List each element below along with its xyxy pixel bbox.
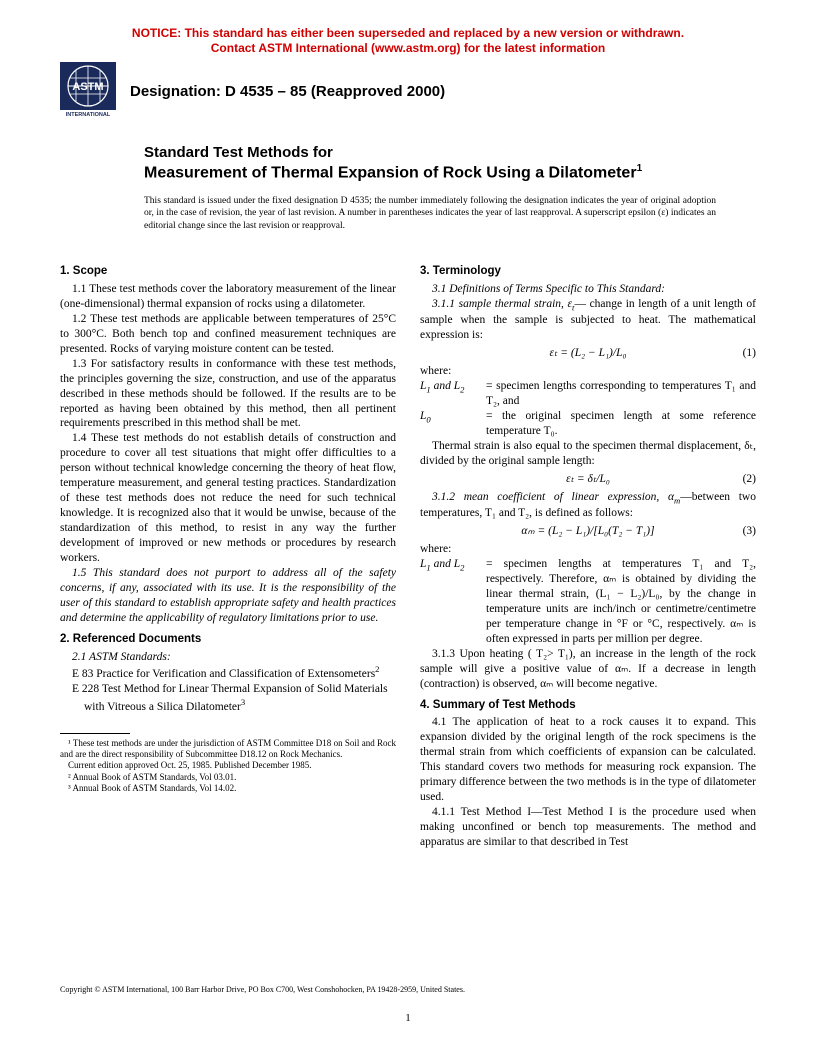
term-alpha: 3.1.2 mean coefficient of linear express… bbox=[432, 491, 674, 503]
ref-e83-sup: 2 bbox=[375, 664, 379, 674]
para-1-4: 1.4 These test methods do not establish … bbox=[60, 431, 396, 565]
eq3-num: (3) bbox=[743, 524, 756, 539]
section-2-head: 2. Referenced Documents bbox=[60, 632, 396, 647]
para-4-1-1-text: 4.1.1 Test Method I—Test Method I is the… bbox=[420, 806, 756, 848]
header-row: ASTM INTERNATIONAL Designation: D 4535 –… bbox=[60, 62, 756, 118]
astm-standards-label: 2.1 ASTM Standards: bbox=[72, 651, 171, 663]
where3-label: L1 and L2 bbox=[420, 557, 478, 647]
defs-heading: 3.1 Definitions of Terms Specific to Thi… bbox=[432, 283, 665, 295]
where3-def: = specimen lengths at temperatures T₁ an… bbox=[486, 557, 756, 647]
right-column: 3. Terminology 3.1 Definitions of Terms … bbox=[420, 258, 756, 850]
eq1-body: εₜ = (L₂ − L₁)/L₀ bbox=[550, 347, 627, 359]
footnote-rule bbox=[60, 733, 130, 734]
para-2-1: 2.1 ASTM Standards: bbox=[60, 650, 396, 665]
svg-text:ASTM: ASTM bbox=[72, 81, 103, 93]
where-row-3: L1 and L2 = specimen lengths at temperat… bbox=[420, 557, 756, 647]
where1-label: L1 and L2 bbox=[420, 379, 478, 409]
para-3-1-3: 3.1.3 Upon heating ( T₂> T₁), an increas… bbox=[420, 647, 756, 692]
title-line1: Standard Test Methods for bbox=[144, 144, 716, 163]
section-1-head: 1. Scope bbox=[60, 264, 396, 279]
para-3-1-1c: Thermal strain is also equal to the spec… bbox=[420, 439, 756, 469]
para-3-1: 3.1 Definitions of Terms Specific to Thi… bbox=[420, 282, 756, 297]
copyright-line: Copyright © ASTM International, 100 Barr… bbox=[60, 985, 465, 994]
para-3-1-2: 3.1.2 mean coefficient of linear express… bbox=[420, 490, 756, 521]
footnote-1b: Current edition approved Oct. 25, 1985. … bbox=[60, 760, 396, 771]
left-column: 1. Scope 1.1 These test methods cover th… bbox=[60, 258, 396, 850]
notice-line1: NOTICE: This standard has either been su… bbox=[60, 26, 756, 41]
term-strain: 3.1.1 sample thermal strain, ε bbox=[432, 298, 572, 310]
para-4-1-1: 4.1.1 Test Method I—Test Method I is the… bbox=[420, 805, 756, 850]
para-3-1-1: 3.1.1 sample thermal strain, εt— change … bbox=[420, 297, 756, 343]
title-block: Standard Test Methods for Measurement of… bbox=[144, 144, 716, 183]
para-1-5: 1.5 This standard does not purport to ad… bbox=[60, 566, 396, 626]
equation-1: εₜ = (L₂ − L₁)/L₀ (1) bbox=[420, 346, 756, 361]
notice-banner: NOTICE: This standard has either been su… bbox=[60, 0, 756, 56]
para-1-1: 1.1 These test methods cover the laborat… bbox=[60, 282, 396, 312]
equation-2: εₜ = δₜ/L₀ (2) bbox=[420, 472, 756, 487]
eq1-num: (1) bbox=[743, 346, 756, 361]
issuance-note: This standard is issued under the fixed … bbox=[144, 195, 716, 232]
designation: Designation: D 4535 – 85 (Reapproved 200… bbox=[130, 81, 445, 100]
title-main: Measurement of Thermal Expansion of Rock… bbox=[144, 164, 637, 181]
where-row-2: L0 = the original specimen length at som… bbox=[420, 409, 756, 439]
ref-e228-text: E 228 Test Method for Linear Thermal Exp… bbox=[72, 683, 388, 713]
ref-e228: E 228 Test Method for Linear Thermal Exp… bbox=[60, 682, 396, 715]
svg-text:INTERNATIONAL: INTERNATIONAL bbox=[66, 112, 111, 118]
where2-def: = the original specimen length at some r… bbox=[486, 409, 756, 439]
footnote-2: ² Annual Book of ASTM Standards, Vol 03.… bbox=[60, 772, 396, 783]
notice-line2: Contact ASTM International (www.astm.org… bbox=[60, 41, 756, 56]
footnote-1: ¹ These test methods are under the juris… bbox=[60, 738, 396, 761]
title-line2: Measurement of Thermal Expansion of Rock… bbox=[144, 163, 716, 183]
equation-3: αₘ = (L₂ − L₁)/[L₀(T₂ − T₁)] (3) bbox=[420, 524, 756, 539]
ref-e228-sup: 3 bbox=[241, 697, 245, 707]
astm-logo: ASTM INTERNATIONAL bbox=[60, 62, 116, 118]
ref-e83: E 83 Practice for Verification and Class… bbox=[60, 664, 396, 682]
para-1-3: 1.3 For satisfactory results in conforma… bbox=[60, 357, 396, 432]
section-4-head: 4. Summary of Test Methods bbox=[420, 698, 756, 713]
where-row-1: L1 and L2 = specimen lengths correspondi… bbox=[420, 379, 756, 409]
where-2: where: bbox=[420, 542, 756, 557]
page-number: 1 bbox=[0, 1012, 816, 1024]
eq3-body: αₘ = (L₂ − L₁)/[L₀(T₂ − T₁)] bbox=[521, 525, 654, 537]
where1-def: = specimen lengths corresponding to temp… bbox=[486, 379, 756, 409]
title-sup: 1 bbox=[637, 163, 643, 174]
eq2-body: εₜ = δₜ/L₀ bbox=[566, 473, 610, 485]
para-4-1: 4.1 The application of heat to a rock ca… bbox=[420, 715, 756, 805]
ref-e83-text: E 83 Practice for Verification and Class… bbox=[72, 668, 375, 680]
section-3-head: 3. Terminology bbox=[420, 264, 756, 279]
para-1-2: 1.2 These test methods are applicable be… bbox=[60, 312, 396, 357]
eq2-num: (2) bbox=[743, 472, 756, 487]
footnote-3: ³ Annual Book of ASTM Standards, Vol 14.… bbox=[60, 783, 396, 794]
where-1: where: bbox=[420, 364, 756, 379]
two-column-body: 1. Scope 1.1 These test methods cover th… bbox=[60, 258, 756, 850]
where2-label: L0 bbox=[420, 409, 478, 439]
